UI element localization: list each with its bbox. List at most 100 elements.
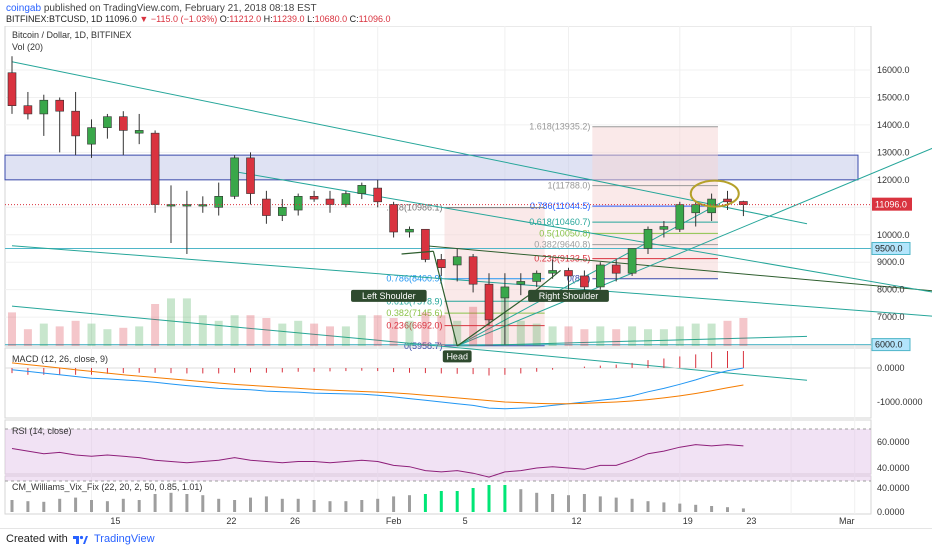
wvf-bar <box>455 491 459 512</box>
price-badge <box>872 197 912 211</box>
wvf-bar <box>535 492 539 512</box>
wvf-bar <box>296 498 300 512</box>
chart-area[interactable]: 1.618(13935.2) 1(11788.0) 0.786(11044.5) 0.… <box>0 26 932 528</box>
wvf-bar <box>694 504 698 512</box>
volume-bar <box>103 329 112 346</box>
wvf-bar <box>726 507 729 512</box>
wvf-bar <box>551 494 555 512</box>
volume-bar <box>71 320 80 346</box>
high-label: H: <box>263 14 273 24</box>
price-badge-text: 11096.0 <box>875 200 907 210</box>
annotation-box <box>442 350 472 363</box>
time-axis[interactable]: 15 22 26 Feb 5 12 19 23 Mar <box>110 516 854 526</box>
pattern-line <box>536 269 561 291</box>
price-tick: 14000.0 <box>877 120 910 130</box>
volume-bar <box>739 318 748 346</box>
volume-bar <box>8 312 16 346</box>
pattern-line <box>456 289 538 347</box>
wvf-bar <box>598 496 602 512</box>
rsi-band <box>5 429 871 481</box>
time-tick: 26 <box>290 516 300 526</box>
wvf-bar <box>567 495 570 512</box>
fib-level-label: 0.618(10460.7) <box>529 217 590 227</box>
fib-level-label: 0.786(11044.5) <box>530 201 590 211</box>
ohlc-line: BITFINEX:BTCUSD, 1D 11096.0 ▼ −115.0 (−1… <box>6 14 391 24</box>
wvf-bar <box>74 497 78 512</box>
tradingview-logo-icon <box>73 535 88 544</box>
volume-bar <box>167 298 175 346</box>
open-label: O: <box>219 14 230 24</box>
candle-body <box>691 204 701 214</box>
tradingview-link[interactable]: TradingView <box>94 533 155 545</box>
candle-body <box>580 275 589 288</box>
volume-bar <box>723 320 732 346</box>
candle-body <box>198 204 208 207</box>
volume-bar <box>182 298 191 346</box>
wvf-bar <box>26 501 30 512</box>
volume-bar <box>135 326 144 346</box>
candle-body <box>23 105 33 115</box>
candle-body <box>595 264 605 288</box>
legends: Bitcoin / Dollar, 1D, BITFINEX Vol (20) … <box>12 30 202 492</box>
volume-bar <box>119 327 128 346</box>
panel-frames <box>4 26 872 515</box>
down-arrow-icon: ▼ <box>139 14 149 24</box>
annotation-text: Head <box>446 351 468 361</box>
time-tick: Mar <box>839 516 855 526</box>
fib-level-label: 0.786(8400.9) <box>386 274 442 284</box>
volume-bar <box>198 315 207 346</box>
wvf-bar <box>280 498 284 512</box>
wvf-bar <box>217 498 221 512</box>
left-shoulder-label: Left Shoulder <box>351 289 427 302</box>
volume-bar <box>548 326 557 346</box>
wvf-bar <box>582 494 586 512</box>
volume-bar <box>326 326 334 346</box>
volume-bar <box>294 320 303 346</box>
symbol-label: BITFINEX:BTCUSD, 1D <box>6 14 103 24</box>
wvf-bar <box>408 495 411 512</box>
candle-body <box>7 72 17 106</box>
annotation-text: Right Shoulder <box>539 291 599 301</box>
price-axis[interactable]: 16000.015000.014000.013000.012000.011000… <box>5 65 923 517</box>
level-badge-text: 9500.0 <box>875 243 903 253</box>
close-label: C: <box>349 14 359 24</box>
wvf-legend: CM_Williams_Vix_Fix (22, 20, 2, 50, 0.85… <box>12 482 202 492</box>
annotation-text: Left Shoulder <box>362 291 416 301</box>
price-tick: 12000.0 <box>877 175 910 185</box>
candle-body <box>389 204 398 233</box>
wvf-bar <box>646 501 650 512</box>
volume-bar <box>357 315 366 346</box>
price-tick: 15000.0 <box>877 92 910 102</box>
fib-level-label: .618(10986.1) <box>386 203 442 213</box>
wvf-bar <box>90 500 93 512</box>
level-badge <box>871 241 911 255</box>
volume-bar <box>596 326 605 346</box>
volume-bar <box>564 326 573 346</box>
volume-bar <box>691 323 700 346</box>
wvf-bar <box>487 485 491 512</box>
price-tick: 13000.0 <box>877 147 910 157</box>
annotation-box <box>351 289 427 302</box>
price-tick: 16000.0 <box>877 65 910 75</box>
fib-level-label: 1.618(13935.2) <box>529 122 590 132</box>
wvf-bar <box>662 502 666 512</box>
rsi-tick: 40.0000 <box>877 463 910 473</box>
wvf-bar <box>58 498 62 512</box>
volume-bar <box>532 323 541 346</box>
macd-line <box>11 367 744 410</box>
fib-level-label: 0.382(9640.8) <box>534 240 590 250</box>
volume-bar <box>707 323 716 346</box>
volume-bar <box>373 315 382 346</box>
volume-bar <box>389 318 398 346</box>
author-link[interactable]: coingab <box>6 3 42 14</box>
annotation-box <box>528 289 609 302</box>
price-tick: 9000.0 <box>877 257 905 267</box>
macd-legend: MACD (12, 26, close, 9) <box>12 354 108 364</box>
publish-line: coingab published on TradingView.com, Fe… <box>6 3 317 14</box>
candle-body <box>341 193 351 205</box>
candle-body <box>262 198 271 216</box>
fib-level-label: 0(8...) <box>567 274 591 284</box>
candle-body <box>643 228 653 249</box>
rsi-line <box>11 444 744 478</box>
candle-body <box>39 99 49 115</box>
